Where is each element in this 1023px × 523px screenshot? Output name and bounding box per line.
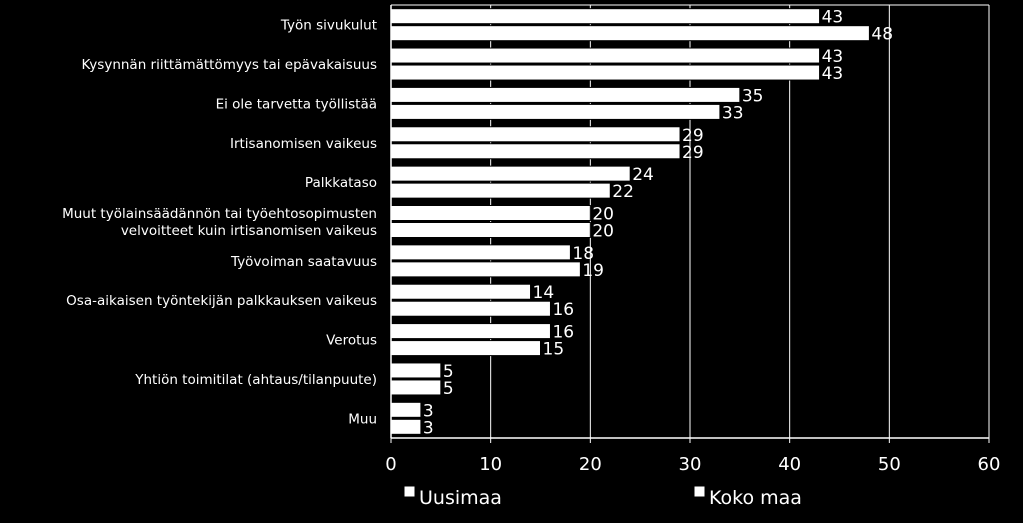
category-label: Kysynnän riittämättömyys tai epävakaisuu… (81, 57, 377, 73)
category-label: Yhtiön toimitilat (ahtaus/tilanpuute) (134, 372, 377, 388)
bar-koko-maa (390, 143, 681, 160)
bar-koko-maa (390, 340, 541, 357)
category-label: Työvoiman saatavuus (230, 254, 377, 270)
bar-koko-maa (390, 261, 581, 278)
data-label: 43 (822, 64, 844, 84)
legend: Uusimaa Koko maa (403, 485, 802, 509)
data-label: 35 (742, 86, 764, 106)
x-tick-label: 0 (385, 454, 396, 475)
category-labels: Työn sivukulut Kysynnän riittämättömyys t… (62, 18, 377, 428)
x-tick-labels: 0 10 20 30 40 50 60 (385, 438, 1000, 475)
data-label: 48 (871, 25, 893, 45)
data-label: 43 (822, 8, 844, 28)
bar-koko-maa (390, 103, 721, 120)
category-label: Verotus (326, 333, 377, 349)
category-label: Ei ole tarvetta työllistää (216, 96, 377, 112)
category-label: Osa-aikaisen työntekijän palkkauksen vai… (66, 293, 377, 309)
bar-koko-maa (390, 64, 821, 81)
data-label: 33 (722, 103, 744, 123)
data-label: 22 (612, 182, 634, 202)
data-label: 20 (592, 205, 614, 225)
bar-koko-maa (390, 222, 591, 238)
data-label: 16 (552, 323, 574, 343)
x-tick-label: 10 (479, 454, 502, 475)
data-label: 14 (533, 283, 555, 303)
category-label: Irtisanomisen vaikeus (230, 136, 377, 152)
bar-uusimaa (390, 323, 551, 340)
bar-uusimaa (390, 8, 821, 25)
data-label: 20 (592, 222, 614, 242)
bar-koko-maa (390, 182, 611, 199)
bar-koko-maa (390, 300, 551, 317)
data-label: 5 (443, 362, 454, 382)
x-tick-label: 60 (978, 454, 1001, 475)
data-label: 18 (572, 244, 594, 264)
data-label: 3 (423, 401, 434, 421)
data-label: 29 (682, 126, 704, 146)
x-tick-label: 40 (778, 454, 801, 475)
bar-uusimaa (390, 126, 681, 143)
bar-uusimaa (390, 205, 591, 221)
legend-label: Uusimaa (419, 487, 502, 509)
data-label: 16 (552, 300, 574, 320)
bar-uusimaa (390, 244, 571, 261)
data-label: 15 (543, 340, 565, 360)
category-label: Palkkataso (305, 175, 377, 191)
data-label: 3 (423, 418, 434, 438)
bar-koko-maa (390, 379, 442, 396)
data-label: 19 (582, 261, 604, 281)
bar-uusimaa (390, 283, 532, 300)
legend-swatch (403, 485, 416, 498)
data-label: 29 (682, 143, 704, 163)
legend-swatch (693, 485, 706, 498)
bar-koko-maa (390, 418, 422, 435)
bar-uusimaa (390, 86, 741, 103)
x-tick-label: 50 (878, 454, 901, 475)
data-label: 43 (822, 47, 844, 67)
x-tick-label: 30 (679, 454, 702, 475)
legend-label: Koko maa (709, 487, 802, 509)
category-label: Muut työlainsäädännön tai työehtosopimus… (62, 206, 377, 239)
bar-uusimaa (390, 165, 631, 182)
data-label: 24 (632, 165, 654, 185)
category-label: Muu (348, 411, 377, 427)
bar-uusimaa (390, 362, 442, 379)
bar-uusimaa (390, 47, 821, 64)
data-label: 5 (443, 379, 454, 399)
x-tick-label: 20 (579, 454, 602, 475)
category-label: Työn sivukulut (280, 18, 377, 34)
bar-uusimaa (390, 401, 422, 418)
bar-koko-maa (390, 25, 870, 42)
